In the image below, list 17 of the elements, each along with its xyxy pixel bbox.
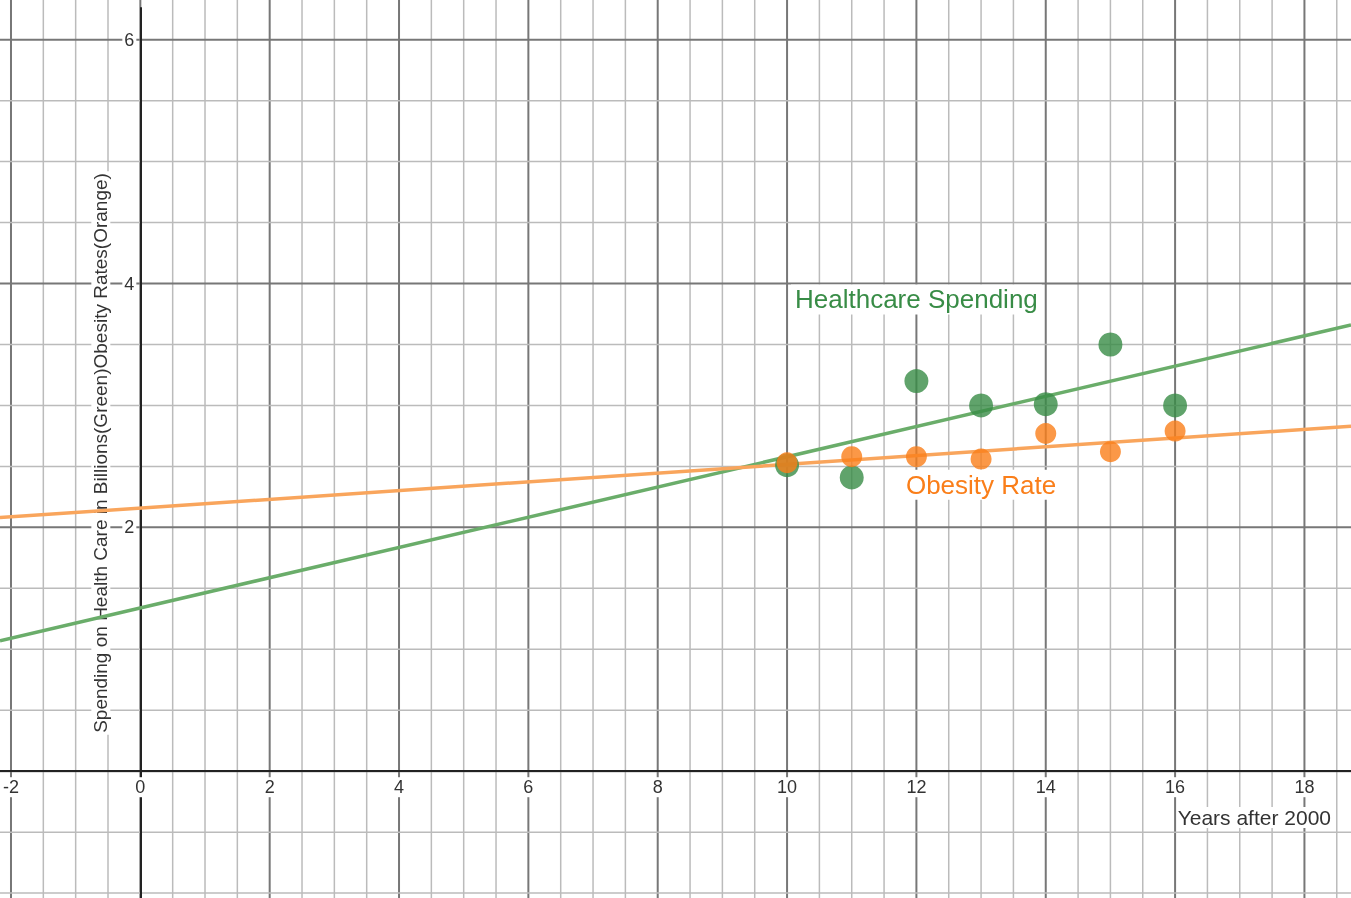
y-tick-label: 2 bbox=[124, 517, 135, 538]
text: Healthcare Spending bbox=[794, 284, 1038, 315]
x-tick-label: 2 bbox=[264, 777, 275, 798]
x-tick-label: 12 bbox=[906, 777, 927, 798]
x-tick-label: 8 bbox=[652, 777, 663, 798]
y-tick-label: 4 bbox=[124, 273, 135, 294]
series-label: Obesity Rate bbox=[905, 469, 1057, 500]
x-tick-label: 16 bbox=[1165, 777, 1186, 798]
x-axis-title: Years after 2000 bbox=[1177, 806, 1332, 829]
x-tick-label: 10 bbox=[777, 777, 798, 798]
x-tick-label: 4 bbox=[394, 777, 405, 798]
y-tick-label: 6 bbox=[124, 29, 135, 50]
x-tick-label: 6 bbox=[523, 777, 534, 798]
x-tick-label: 0 bbox=[135, 777, 146, 798]
x-tick-label: 18 bbox=[1294, 777, 1315, 798]
x-tick-label: 14 bbox=[1035, 777, 1056, 798]
x-tick-label: -2 bbox=[2, 777, 19, 798]
